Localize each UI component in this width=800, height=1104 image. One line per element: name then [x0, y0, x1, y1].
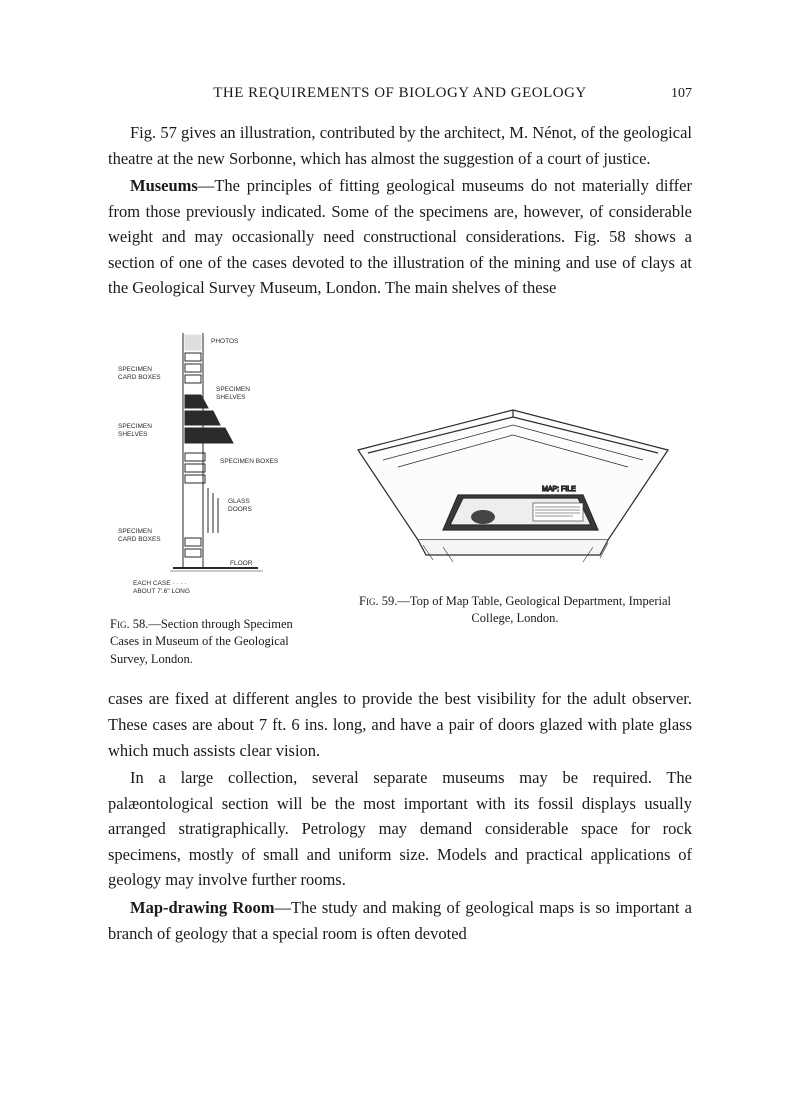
page-header: THE REQUIREMENTS OF BIOLOGY AND GEOLOGY …: [108, 85, 692, 102]
svg-text:GLASS: GLASS: [228, 498, 250, 505]
figure-58: PHOTOS SPECIMENCARD BOXES SPECIMEN SHELV…: [108, 323, 308, 669]
running-head: THE REQUIREMENTS OF BIOLOGY AND GEOLOGY: [213, 85, 587, 102]
page-number: 107: [652, 86, 692, 102]
paragraph-4: In a large collection, several separate …: [108, 765, 692, 893]
figures-container: PHOTOS SPECIMENCARD BOXES SPECIMEN SHELV…: [108, 323, 692, 669]
figure-59-label: Fig.: [359, 594, 379, 608]
svg-text:FLOOR: FLOOR: [230, 560, 253, 567]
figure-58-caption-text: 58.—Section through Specimen Cases in Mu…: [110, 617, 293, 666]
svg-text:SPECIMENSHELVES: SPECIMENSHELVES: [118, 423, 152, 438]
svg-text:SPECIMEN: SPECIMEN: [216, 386, 250, 393]
svg-text:MAP: FILE: MAP: FILE: [542, 486, 576, 493]
svg-text:SPECIMEN BOXES: SPECIMEN BOXES: [220, 458, 279, 465]
svg-text:SHELVES: SHELVES: [216, 394, 246, 401]
map-drawing-heading: Map-drawing Room: [130, 898, 275, 917]
figure-58-label: Fig.: [110, 617, 130, 631]
figure-59-illustration: MAP: FILE: [338, 395, 688, 580]
paragraph-3: cases are fixed at different angles to p…: [108, 686, 692, 763]
svg-text:DOORS: DOORS: [228, 506, 253, 513]
svg-text:EACH CASE · · · ·: EACH CASE · · · ·: [133, 580, 186, 587]
figure-59-caption-text: 59.—Top of Map Table, Geological Depart­…: [379, 594, 671, 626]
figure-58-diagram: PHOTOS SPECIMENCARD BOXES SPECIMEN SHELV…: [108, 323, 308, 603]
paragraph-5: Map-drawing Room—The study and making of…: [108, 895, 692, 946]
figure-59: MAP: FILE Fig. 59.—Top of Map Table, Geo…: [338, 395, 692, 628]
paragraph-1: Fig. 57 gives an illustration, contribut…: [108, 120, 692, 171]
figure-58-caption: Fig. 58.—Section through Specimen Cases …: [108, 616, 308, 669]
svg-text:SPECIMENCARD BOXES: SPECIMENCARD BOXES: [118, 528, 161, 543]
figure-59-caption: Fig. 59.—Top of Map Table, Geological De…: [338, 593, 692, 628]
svg-text:SPECIMENCARD BOXES: SPECIMENCARD BOXES: [118, 366, 161, 381]
paragraph-2: Museums—The principles of fitting geolog…: [108, 173, 692, 301]
svg-text:PHOTOS: PHOTOS: [211, 338, 239, 345]
museums-heading: Museums: [130, 176, 198, 195]
svg-text:ABOUT 7'.6" LONG: ABOUT 7'.6" LONG: [133, 588, 190, 595]
